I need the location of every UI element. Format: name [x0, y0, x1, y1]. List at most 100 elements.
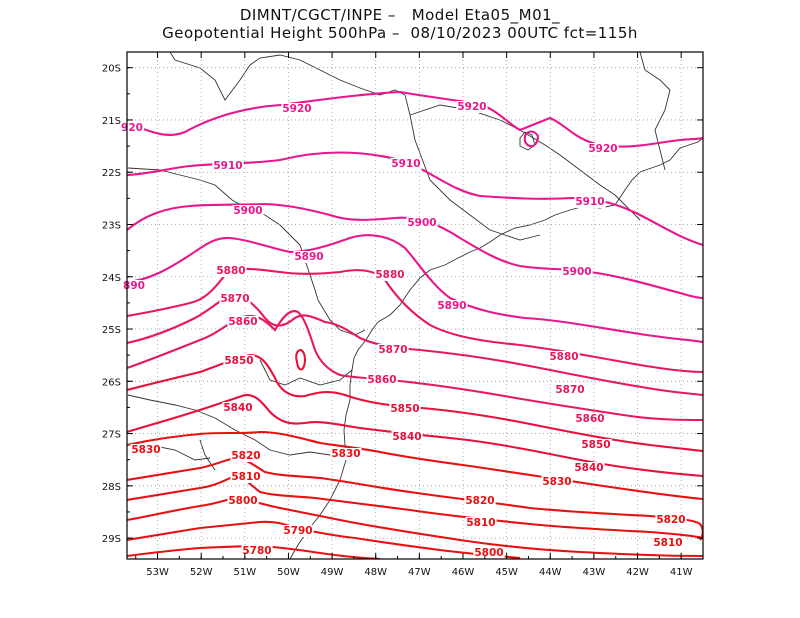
contour-label-bg: [406, 217, 438, 229]
contour-label-bg: [230, 471, 262, 483]
contour-label: 5900: [562, 266, 591, 278]
contour-label: 5810: [466, 517, 495, 529]
contour-label-bg: [330, 448, 362, 460]
contour-label: 920: [121, 122, 143, 134]
contour-label: 5850: [224, 355, 253, 367]
contour-5890: [127, 234, 703, 344]
contour-label: 5820: [656, 514, 685, 526]
lat-label: 25S: [102, 325, 121, 336]
contour-label: 5870: [220, 293, 249, 305]
contour-label-bg: [223, 355, 255, 367]
lat-label: 27S: [102, 430, 121, 441]
lat-label: 24S: [102, 273, 121, 284]
contour-label: 5880: [549, 351, 578, 363]
lon-label: 42W: [626, 567, 649, 578]
contour-label-bg: [212, 160, 244, 172]
atlantic-coastline: [289, 137, 703, 559]
contour-label-bg: [219, 293, 251, 305]
state-border-6: [127, 394, 347, 461]
contour-label-bg: [389, 403, 421, 415]
lon-label: 46W: [452, 567, 475, 578]
contour-label: 5890: [294, 251, 323, 263]
contour-label-bg: [232, 205, 264, 217]
contour-label-bg: [456, 101, 488, 113]
contour-label: 5820: [231, 450, 260, 462]
contour-label-bg: [120, 122, 144, 134]
state-border-4: [639, 52, 671, 171]
contour-5920: [127, 90, 703, 148]
contour-label: 5920: [457, 101, 486, 113]
contour-5850-closed: [295, 348, 307, 371]
contour-label-bg: [574, 413, 606, 425]
lat-label: 23S: [102, 220, 121, 231]
contour-label-bg: [281, 103, 313, 115]
lat-label: 28S: [102, 482, 121, 493]
contour-label-bg: [548, 351, 580, 363]
contour-label: 5800: [228, 495, 257, 507]
contour-label: 5860: [575, 413, 604, 425]
contour-label-bg: [473, 547, 505, 559]
contour-label: 890: [123, 280, 145, 292]
contour-label: 5840: [392, 431, 421, 443]
geopotential-contours: [127, 90, 703, 559]
lat-label: 20S: [102, 64, 121, 75]
contour-label: 5810: [653, 537, 682, 549]
contour-label-bg: [652, 537, 684, 549]
contour-label: 5910: [391, 158, 420, 170]
contour-label: 5830: [542, 476, 571, 488]
contour-label: 5910: [213, 160, 242, 172]
contour-label-bg: [293, 251, 325, 263]
contour-label-bg: [241, 545, 273, 557]
lon-label: 50W: [277, 567, 300, 578]
contour-label: 5790: [283, 525, 312, 537]
state-border-2: [169, 52, 541, 241]
contour-label-bg: [215, 265, 247, 277]
contour-label-bg: [374, 269, 406, 281]
contour-label: 5920: [282, 103, 311, 115]
contour-5810: [127, 474, 703, 540]
contour-label-bg: [227, 316, 259, 328]
contour-label-bg: [230, 450, 262, 462]
contour-5920-small: [523, 130, 540, 148]
contour-label-bg: [227, 495, 259, 507]
contour-label: 5840: [223, 402, 252, 414]
contour-label: 5910: [575, 196, 604, 208]
contour-label-bg: [391, 431, 423, 443]
state-border-5: [317, 299, 366, 336]
lon-label: 51W: [234, 567, 257, 578]
contour-label: 5860: [367, 374, 396, 386]
plot-frame: [126, 51, 704, 560]
contour-5840: [127, 393, 703, 478]
contour-label: 5780: [242, 545, 271, 557]
contour-label-bg: [541, 476, 573, 488]
contour-label: 5870: [555, 384, 584, 396]
lat-label: 26S: [102, 377, 121, 388]
lon-label: 48W: [364, 567, 387, 578]
contour-label-bg: [464, 495, 496, 507]
contour-label: 5850: [581, 439, 610, 451]
lon-label: 53W: [146, 567, 169, 578]
contour-label-bg: [436, 300, 468, 312]
lon-label: 44W: [539, 567, 562, 578]
lat-label: 22S: [102, 168, 121, 179]
axis-ticks: 53W 52W 51W 50W 49W 48W 47W 46W 45W 44W 43W 42W 41W 2…: [102, 52, 704, 578]
lon-label: 41W: [670, 567, 693, 578]
contour-label: 5800: [474, 547, 503, 559]
contour-label: 5870: [378, 344, 407, 356]
contour-label: 5900: [407, 217, 436, 229]
contour-label: 5900: [233, 205, 262, 217]
contour-label: 5880: [216, 265, 245, 277]
contour-label-bg: [122, 280, 146, 292]
contour-label-bg: [573, 462, 605, 474]
contour-5910: [127, 151, 703, 247]
contour-labels: 5920 5920 920 5920 5910 5910 5910 5900 5900 5900 5…: [120, 101, 687, 559]
lon-label: 45W: [495, 567, 518, 578]
lat-label: 21S: [102, 116, 121, 127]
contour-label: 5850: [390, 403, 419, 415]
contour-label: 5810: [231, 471, 260, 483]
contour-label: 5830: [331, 448, 360, 460]
lon-label: 43W: [583, 567, 606, 578]
contour-label-bg: [366, 374, 398, 386]
contour-label: 5890: [437, 300, 466, 312]
